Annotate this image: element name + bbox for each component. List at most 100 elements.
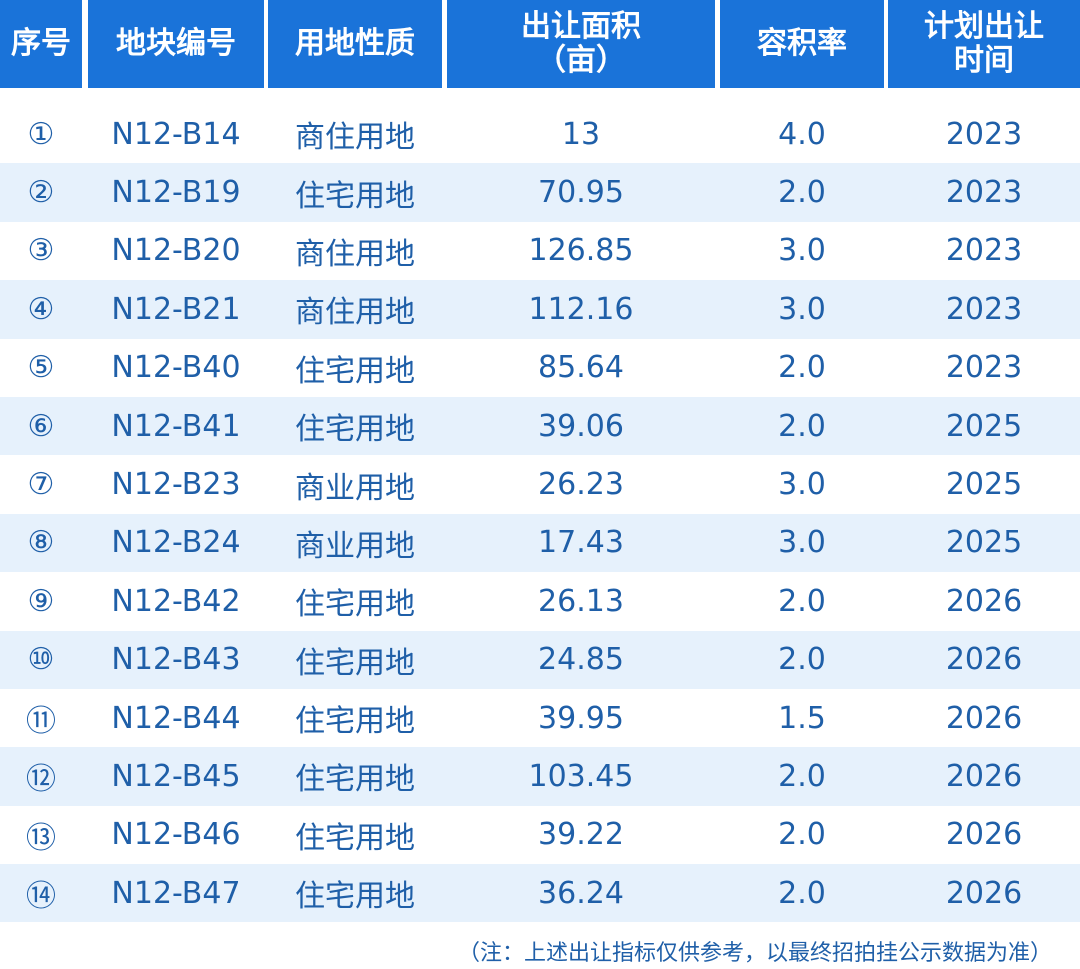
table-body: ① N12-B14 商住用地 13 4.0 2023 ② N12-B19 住宅用地 70.95 2.… — [0, 105, 1080, 923]
table-row: ⑤ N12-B40 住宅用地 85.64 2.0 2023 — [0, 339, 1080, 397]
cell-land-use: 商住用地 — [295, 236, 415, 272]
cell-plan-year: 2026 — [945, 642, 1023, 678]
header-parcel-id: 地块编号 — [88, 0, 264, 88]
cell-plot-ratio: 4.0 — [778, 116, 826, 152]
cell-parcel-id: N12-B23 — [111, 467, 241, 503]
table-row: ⑫ N12-B45 住宅用地 103.45 2.0 2026 — [0, 747, 1080, 806]
cell-plan-year: 2023 — [945, 291, 1023, 327]
cell-row-index: ⑭ — [26, 879, 56, 915]
cell-plot-ratio: 3.0 — [778, 467, 826, 503]
table-row: ⑥ N12-B41 住宅用地 39.06 2.0 2025 — [0, 396, 1080, 456]
cell-row-index: ② — [27, 175, 55, 211]
cell-plan-year: 2025 — [945, 467, 1023, 503]
cell-area: 13 — [561, 116, 601, 152]
cell-plan-year: 2025 — [945, 408, 1023, 444]
cell-row-index: ③ — [27, 233, 55, 269]
cell-plan-year: 2026 — [945, 583, 1023, 619]
cell-area: 36.24 — [538, 875, 624, 911]
cell-area: 85.64 — [538, 350, 624, 386]
cell-land-use: 住宅用地 — [295, 704, 415, 740]
cell-plan-year: 2026 — [945, 700, 1023, 736]
table-row: ⑪ N12-B44 住宅用地 39.95 1.5 2026 — [0, 689, 1080, 747]
cell-parcel-id: N12-B47 — [111, 875, 241, 911]
cell-land-use: 住宅用地 — [295, 412, 415, 448]
cell-row-index: ⑦ — [27, 467, 55, 503]
cell-area: 112.16 — [528, 291, 634, 327]
cell-plot-ratio: 2.0 — [778, 175, 826, 211]
table-row: ④ N12-B21 商住用地 112.16 3.0 2023 — [0, 280, 1080, 339]
cell-row-index: ⑥ — [27, 408, 55, 444]
cell-area: 39.95 — [538, 700, 624, 736]
cell-plan-year: 2026 — [945, 817, 1023, 853]
header-plan-year: 计划出让 时间 — [888, 0, 1080, 88]
cell-land-use: 住宅用地 — [295, 762, 415, 798]
cell-row-index: ⑪ — [26, 704, 56, 740]
cell-parcel-id: N12-B44 — [111, 700, 241, 736]
header-plot-ratio: 容积率 — [720, 0, 884, 88]
land-parcel-table: 序号 地块编号 用地性质 出让面积 （亩） 容积率 计划出让 时间 ① N12-B… — [0, 0, 1080, 923]
header-land-use: 用地性质 — [268, 0, 442, 88]
cell-row-index: ⑤ — [27, 350, 55, 386]
table-row: ⑨ N12-B42 住宅用地 26.13 2.0 2026 — [0, 572, 1080, 630]
table-row: ⑧ N12-B24 商业用地 17.43 3.0 2025 — [0, 513, 1080, 573]
cell-plan-year: 2023 — [945, 233, 1023, 269]
cell-parcel-id: N12-B41 — [111, 408, 241, 444]
table-row: ① N12-B14 商住用地 13 4.0 2023 — [0, 105, 1080, 163]
cell-land-use: 商住用地 — [295, 295, 415, 331]
cell-plan-year: 2023 — [945, 116, 1023, 152]
cell-parcel-id: N12-B45 — [111, 758, 241, 794]
cell-area: 126.85 — [528, 233, 634, 269]
cell-row-index: ④ — [27, 291, 55, 327]
table-row: ⑬ N12-B46 住宅用地 39.22 2.0 2026 — [0, 806, 1080, 864]
cell-plan-year: 2026 — [945, 875, 1023, 911]
cell-row-index: ⑬ — [26, 820, 56, 856]
header-index: 序号 — [0, 0, 82, 88]
table-row: ② N12-B19 住宅用地 70.95 2.0 2023 — [0, 163, 1080, 222]
cell-area: 17.43 — [538, 525, 624, 561]
cell-parcel-id: N12-B46 — [111, 817, 241, 853]
cell-land-use: 住宅用地 — [295, 353, 415, 389]
cell-parcel-id: N12-B20 — [111, 233, 241, 269]
cell-plot-ratio: 3.0 — [778, 525, 826, 561]
cell-land-use: 住宅用地 — [295, 820, 415, 856]
cell-plot-ratio: 2.0 — [778, 875, 826, 911]
cell-area: 26.23 — [538, 467, 624, 503]
cell-parcel-id: N12-B43 — [111, 642, 241, 678]
cell-plan-year: 2023 — [945, 350, 1023, 386]
cell-row-index: ① — [27, 116, 55, 152]
cell-parcel-id: N12-B40 — [111, 350, 241, 386]
cell-plot-ratio: 2.0 — [778, 758, 826, 794]
cell-land-use: 住宅用地 — [295, 645, 415, 681]
cell-row-index: ⑩ — [27, 642, 55, 678]
cell-land-use: 商住用地 — [295, 120, 415, 156]
cell-row-index: ⑫ — [26, 762, 56, 798]
cell-area: 24.85 — [538, 642, 624, 678]
cell-area: 39.06 — [538, 408, 624, 444]
table-row: ⑩ N12-B43 住宅用地 24.85 2.0 2026 — [0, 630, 1080, 689]
cell-row-index: ⑧ — [27, 525, 55, 561]
cell-area: 26.13 — [538, 583, 624, 619]
cell-land-use: 住宅用地 — [295, 879, 415, 915]
table-header: 序号 地块编号 用地性质 出让面积 （亩） 容积率 计划出让 时间 — [0, 0, 1080, 90]
cell-plot-ratio: 2.0 — [778, 642, 826, 678]
cell-plan-year: 2023 — [945, 175, 1023, 211]
cell-plot-ratio: 2.0 — [778, 817, 826, 853]
cell-plot-ratio: 3.0 — [778, 291, 826, 327]
cell-parcel-id: N12-B19 — [111, 175, 241, 211]
cell-parcel-id: N12-B42 — [111, 583, 241, 619]
cell-land-use: 住宅用地 — [295, 178, 415, 214]
footnote: （注：上述出让指标仅供参考，以最终招拍挂公示数据为准） — [457, 941, 1052, 966]
cell-area: 39.22 — [538, 817, 624, 853]
cell-area: 103.45 — [528, 758, 634, 794]
table-row: ⑦ N12-B23 商业用地 26.23 3.0 2025 — [0, 455, 1080, 513]
cell-parcel-id: N12-B24 — [111, 525, 241, 561]
cell-plot-ratio: 3.0 — [778, 233, 826, 269]
cell-row-index: ⑨ — [27, 583, 55, 619]
cell-plot-ratio: 1.5 — [778, 700, 826, 736]
cell-plot-ratio: 2.0 — [778, 583, 826, 619]
cell-parcel-id: N12-B14 — [111, 116, 241, 152]
cell-plan-year: 2025 — [945, 525, 1023, 561]
header-area: 出让面积 （亩） — [447, 0, 715, 88]
cell-land-use: 商业用地 — [295, 470, 415, 506]
cell-land-use: 住宅用地 — [295, 587, 415, 623]
